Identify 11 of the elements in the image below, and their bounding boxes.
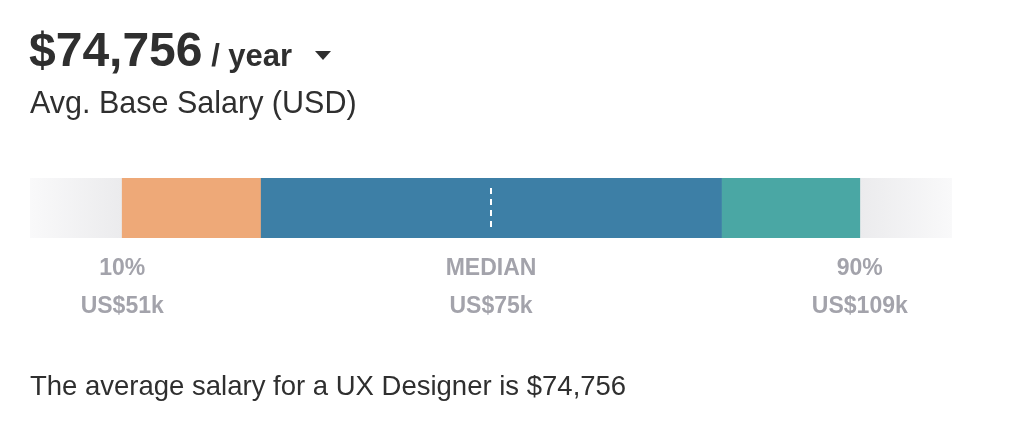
annotation: US$51k bbox=[80, 292, 164, 319]
x-tick-label: 10% bbox=[99, 254, 146, 281]
annotation: US$109k bbox=[811, 292, 908, 319]
annotation: The average salary for a UX Designer is $74,756 bbox=[30, 370, 627, 401]
bar bbox=[121, 178, 261, 238]
annotation: US$75k bbox=[449, 292, 533, 319]
chart-subtitle: Avg. Base Salary (USD) bbox=[30, 85, 357, 119]
x-tick-label: 90% bbox=[836, 254, 883, 281]
bar bbox=[721, 178, 861, 238]
chart-title: $74,756 / year bbox=[29, 23, 293, 76]
x-tick-label: MEDIAN bbox=[445, 254, 537, 281]
